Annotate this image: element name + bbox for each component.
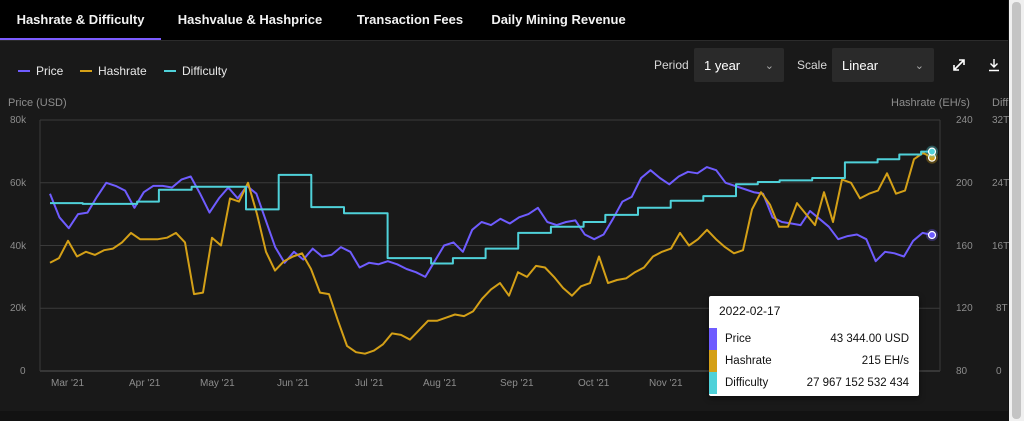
tab-daily-mining-revenue[interactable]: Daily Mining Revenue xyxy=(491,12,626,27)
scale-value: Linear xyxy=(842,57,879,73)
tooltip-value-price: 43 344.00 USD xyxy=(830,333,909,345)
tooltip-swatch-hashrate xyxy=(709,350,717,372)
chevron-down-icon: ⌄ xyxy=(764,59,774,72)
y-tick-hashrate: 160 xyxy=(956,241,973,252)
legend-label-hashrate: Hashrate xyxy=(98,64,147,78)
legend-hashrate[interactable]: Hashrate xyxy=(80,64,147,78)
y-axis-title-price: Price (USD) xyxy=(8,97,67,109)
scrollbar[interactable] xyxy=(1009,0,1024,421)
endpoint-marker-difficulty xyxy=(927,147,937,156)
tooltip-name-price: Price xyxy=(725,333,752,345)
x-tick: Jul '21 xyxy=(355,378,384,389)
y-axis-title-hashrate: Hashrate (EH/s) xyxy=(891,97,970,109)
tooltip-value-hashrate: 215 EH/s xyxy=(861,355,909,367)
tooltip-row-difficulty: Difficulty 27 967 152 532 434 xyxy=(709,372,919,394)
legend-swatch-hashrate xyxy=(80,70,92,72)
y-tick-left: 60k xyxy=(10,178,27,189)
scale-label: Scale xyxy=(797,58,828,72)
period-label: Period xyxy=(654,58,689,72)
series-line-hashrate xyxy=(49,151,933,355)
scale-select[interactable]: Linear ⌄ xyxy=(832,48,934,82)
x-tick: Nov '21 xyxy=(649,378,683,389)
period-value: 1 year xyxy=(704,57,741,73)
tab-transaction-fees[interactable]: Transaction Fees xyxy=(356,12,464,27)
y-tick-difficulty: 24T xyxy=(992,178,1010,189)
y-tick-left: 0 xyxy=(20,366,26,377)
y-tick-difficulty: 32T xyxy=(992,115,1010,126)
y-tick-left: 40k xyxy=(10,241,27,252)
tooltip-value-difficulty: 27 967 152 532 434 xyxy=(806,377,909,389)
y-tick-hashrate: 200 xyxy=(956,178,973,189)
download-icon[interactable] xyxy=(983,54,1005,76)
period-select[interactable]: 1 year ⌄ xyxy=(694,48,784,82)
x-tick: Apr '21 xyxy=(129,378,161,389)
data-tooltip: 2022-02-17 Price 43 344.00 USD Hashrate … xyxy=(709,296,919,396)
tooltip-name-difficulty: Difficulty xyxy=(725,377,769,389)
endpoint-marker-price xyxy=(927,230,937,240)
expand-icon[interactable] xyxy=(948,54,970,76)
y-tick-difficulty: 16T xyxy=(992,241,1010,252)
y-tick-left: 80k xyxy=(10,115,27,126)
chevron-down-icon: ⌄ xyxy=(914,59,924,72)
x-tick: Oct '21 xyxy=(578,378,610,389)
tab-bar: Hashrate & Difficulty Hashvalue & Hashpr… xyxy=(0,0,1008,41)
tab-hashvalue-hashprice[interactable]: Hashvalue & Hashprice xyxy=(177,12,323,27)
y-tick-difficulty: 8T xyxy=(996,303,1008,314)
series-line-difficulty xyxy=(50,150,932,265)
legend-price[interactable]: Price xyxy=(18,64,63,78)
y-tick-difficulty: 0 xyxy=(996,366,1002,377)
tooltip-date: 2022-02-17 xyxy=(719,304,781,318)
tab-hashrate-difficulty[interactable]: Hashrate & Difficulty xyxy=(0,0,161,40)
legend-label-price: Price xyxy=(36,64,64,78)
tooltip-swatch-price xyxy=(709,328,717,350)
tooltip-name-hashrate: Hashrate xyxy=(725,355,772,367)
y-tick-hashrate: 80 xyxy=(956,366,968,377)
tooltip-row-hashrate: Hashrate 215 EH/s xyxy=(709,350,919,372)
legend-label-difficulty: Difficulty xyxy=(182,64,228,78)
y-axis-title-difficulty: Diff xyxy=(992,97,1009,109)
x-tick: Aug '21 xyxy=(423,378,457,389)
y-tick-hashrate: 240 xyxy=(956,115,973,126)
legend-swatch-price xyxy=(18,70,30,72)
tooltip-swatch-difficulty xyxy=(709,372,717,394)
y-tick-hashrate: 120 xyxy=(956,303,973,314)
legend-swatch-difficulty xyxy=(164,70,176,72)
x-tick: Jun '21 xyxy=(277,378,309,389)
x-tick: May '21 xyxy=(200,378,235,389)
series-line-price xyxy=(49,166,933,278)
legend-difficulty[interactable]: Difficulty xyxy=(164,64,227,78)
tooltip-row-price: Price 43 344.00 USD xyxy=(709,328,919,350)
x-tick: Mar '21 xyxy=(51,378,85,389)
y-tick-left: 20k xyxy=(10,303,27,314)
scrollbar-thumb[interactable] xyxy=(1012,2,1021,419)
x-tick: Sep '21 xyxy=(500,378,534,389)
